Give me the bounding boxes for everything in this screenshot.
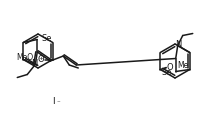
Text: N: N <box>31 59 38 68</box>
Text: Se: Se <box>41 34 52 43</box>
Text: Me: Me <box>177 61 188 70</box>
Text: Se: Se <box>161 68 172 77</box>
Text: ⁻: ⁻ <box>57 100 61 106</box>
Text: N: N <box>176 40 182 49</box>
Text: O: O <box>167 63 174 72</box>
Text: +: + <box>38 55 43 61</box>
Text: MeO: MeO <box>17 53 34 62</box>
Text: I: I <box>52 97 55 106</box>
Text: O: O <box>38 55 44 64</box>
